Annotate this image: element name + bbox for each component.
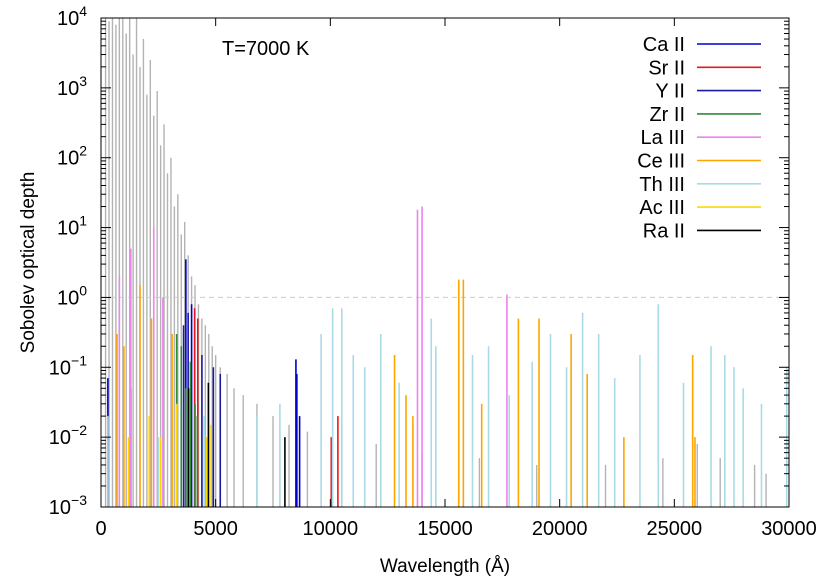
x-tick-label: 10000 (303, 518, 359, 540)
y-tick-label: 10−3 (49, 492, 87, 519)
legend-item: Ac III (639, 197, 761, 219)
x-tick-label: 30000 (761, 518, 817, 540)
plot-area (101, 18, 789, 507)
legend-label: Ac III (639, 197, 685, 219)
legend-label: Ce III (637, 151, 685, 173)
legend-label: Ca II (643, 34, 685, 56)
legend-label: Th III (639, 174, 685, 196)
y-axis-label: Sobolev optical depth (18, 172, 39, 354)
legend-item: Sr II (648, 57, 761, 79)
x-tick-label: 15000 (417, 518, 473, 540)
y-tick-label: 101 (57, 213, 87, 240)
x-axis: 0 5000 10000 15000 20000 25000 30000 (95, 18, 817, 540)
y-tick-label: 103 (57, 73, 87, 100)
series-la-iii (118, 206, 508, 507)
y-tick-label: 10−2 (49, 422, 87, 449)
legend-label: Zr II (649, 104, 685, 126)
series-y-ii (182, 312, 222, 507)
x-tick-label: 5000 (193, 518, 238, 540)
legend-label: Y II (655, 81, 685, 103)
series-ce-iii (116, 279, 696, 507)
legend-item: La III (641, 127, 761, 149)
legend-item: Zr II (649, 104, 761, 126)
legend-label: Ra II (643, 220, 685, 242)
x-axis-label: Wavelength (Å) (380, 556, 510, 577)
legend-item: Th III (639, 174, 761, 196)
x-tick-label: 20000 (532, 518, 588, 540)
series-ra-ii (187, 382, 286, 507)
legend-item: Ce III (637, 151, 761, 173)
y-tick-label: 10−1 (49, 352, 87, 379)
legend-label: Sr II (648, 57, 685, 79)
temperature-annotation: T=7000 K (222, 38, 310, 60)
y-tick-label: 100 (57, 282, 87, 309)
x-tick-label: 25000 (647, 518, 703, 540)
x-tick-label: 0 (95, 518, 106, 540)
legend-item: Ca II (643, 34, 761, 56)
legend-label: La III (641, 127, 685, 149)
legend-item: Y II (655, 81, 761, 103)
y-axis: 10−3 10−2 10−1 100 101 102 103 104 (49, 3, 789, 519)
y-tick-label: 104 (57, 3, 87, 30)
series-ac-iii (127, 403, 212, 507)
legend-item: Ra II (643, 220, 761, 242)
y-tick-label: 102 (57, 143, 87, 170)
